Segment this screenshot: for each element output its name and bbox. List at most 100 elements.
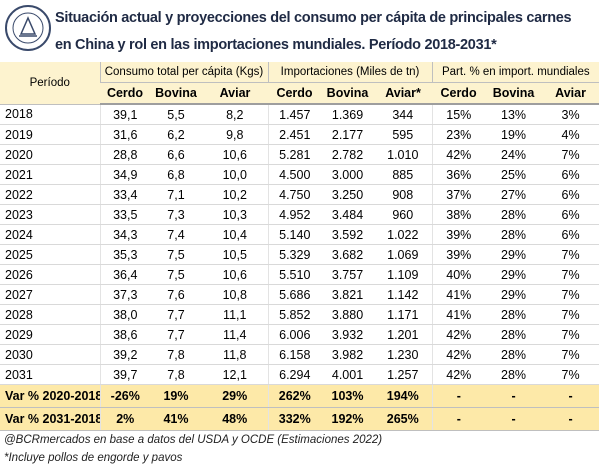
cell: 1.230 (374, 344, 433, 365)
cell: 103% (321, 384, 375, 408)
cell: 3.821 (321, 284, 375, 305)
cell: 7,1 (150, 184, 202, 205)
group-header: Consumo total per cápita (Kgs) (99, 62, 269, 83)
table-row: 2027 37,3 7,6 10,8 5.686 3.821 1.142 41% 29% 7% (0, 284, 599, 305)
cell: 38,6 (99, 324, 150, 345)
cell: 7,8 (150, 344, 202, 365)
cell: 7,8 (150, 364, 202, 385)
table-header: Período Consumo total per cápita (Kgs) Imp… (0, 62, 599, 105)
cell: 3.000 (321, 164, 375, 185)
cell: 11,1 (202, 304, 269, 325)
cell: 7,7 (150, 304, 202, 325)
cell: 33,5 (99, 204, 150, 225)
cell: 3% (542, 104, 599, 125)
cell: 1.369 (321, 104, 375, 125)
row-label: 2026 (0, 264, 100, 285)
cell: 38,0 (99, 304, 150, 325)
cell: 28% (485, 304, 543, 325)
table-row: 2024 34,3 7,4 10,4 5.140 3.592 1.022 39% 28% 6% (0, 224, 599, 245)
cell: 33,4 (99, 184, 150, 205)
subheader: Bovina (485, 82, 543, 105)
cell: 42% (431, 344, 486, 365)
table-row: 2031 39,7 7,8 12,1 6.294 4.001 1.257 42% 28% 7% (0, 364, 599, 385)
cell: 35,3 (99, 244, 150, 265)
cell: 7% (542, 304, 599, 325)
title: Situación actual y proyecciones del cons… (55, 6, 595, 60)
cell: 28% (485, 324, 543, 345)
cell: 37,3 (99, 284, 150, 305)
cell: 31,6 (99, 124, 150, 145)
cell: 10,3 (202, 204, 269, 225)
cell: 11,8 (202, 344, 269, 365)
cell: 6,6 (150, 144, 202, 165)
cell: 344 (374, 104, 433, 125)
cell: 3.484 (321, 204, 375, 225)
cell: 36,4 (99, 264, 150, 285)
cell: - (431, 407, 486, 431)
cell: 7% (542, 284, 599, 305)
row-label: 2022 (0, 184, 100, 205)
cell: 27% (485, 184, 543, 205)
cell: 5.329 (267, 244, 322, 265)
table-row: 2026 36,4 7,5 10,6 5.510 3.757 1.109 40% 29% 7% (0, 264, 599, 285)
row-label: 2019 (0, 124, 100, 145)
cell: 6% (542, 204, 599, 225)
cell: 28,8 (99, 144, 150, 165)
cell: 6% (542, 224, 599, 245)
row-label: 2021 (0, 164, 100, 185)
cell: 5.852 (267, 304, 322, 325)
cell: 7,7 (150, 324, 202, 345)
cell: 10,5 (202, 244, 269, 265)
cell: 28% (485, 224, 543, 245)
cell: 29% (202, 384, 269, 408)
cell: 48% (202, 407, 269, 431)
subheader: Aviar* (374, 82, 433, 105)
cell: 7,3 (150, 204, 202, 225)
cell: 262% (267, 384, 322, 408)
cell: 1.201 (374, 324, 433, 345)
cell: 41% (431, 304, 486, 325)
subheader: Bovina (150, 82, 202, 105)
cell: 5.140 (267, 224, 322, 245)
subheader: Aviar (542, 82, 599, 105)
cell: 39% (431, 244, 486, 265)
cell: 39% (431, 224, 486, 245)
cell: 10,4 (202, 224, 269, 245)
cell: 10,2 (202, 184, 269, 205)
cell: 7% (542, 144, 599, 165)
cell: 3.682 (321, 244, 375, 265)
cell: 885 (374, 164, 433, 185)
table-row: Var % 2031-2018 2% 41% 48% 332% 192% 265% - - - (0, 407, 599, 431)
cell: 7% (542, 364, 599, 385)
cell: 34,9 (99, 164, 150, 185)
cell: 6.006 (267, 324, 322, 345)
cell: 1.109 (374, 264, 433, 285)
cell: 7,5 (150, 244, 202, 265)
group-header: Importaciones (Miles de tn) (267, 62, 433, 83)
cell: 3.880 (321, 304, 375, 325)
group-header: Part. % en import. mundiales (431, 62, 599, 83)
cell: 10,0 (202, 164, 269, 185)
cell: 15% (431, 104, 486, 125)
table-row: 2019 31,6 6,2 9,8 2.451 2.177 595 23% 19% 4% (0, 124, 599, 145)
note: @BCRmercados en base a datos del USDA y … (4, 434, 383, 446)
cell: 2.177 (321, 124, 375, 145)
cell: 7% (542, 264, 599, 285)
cell: 12,1 (202, 364, 269, 385)
row-label: 2031 (0, 364, 100, 385)
row-label: Var % 2031-2018 (0, 407, 100, 431)
cell: 11,4 (202, 324, 269, 345)
cell: 7,5 (150, 264, 202, 285)
title-line: en China y rol en las importaciones mund… (55, 37, 497, 53)
cell: 6% (542, 184, 599, 205)
table-row: 2018 39,1 5,5 8,2 1.457 1.369 344 15% 13% 3% (0, 104, 599, 125)
cell: 13% (485, 104, 543, 125)
cell: 41% (150, 407, 202, 431)
cell: 1.457 (267, 104, 322, 125)
table-row: Var % 2020-2018 -26% 19% 29% 262% 103% 194% - - - (0, 384, 599, 408)
cell: 29% (485, 264, 543, 285)
cell: 10,6 (202, 264, 269, 285)
cell: 1.010 (374, 144, 433, 165)
cell: 25% (485, 164, 543, 185)
cell: 6,8 (150, 164, 202, 185)
